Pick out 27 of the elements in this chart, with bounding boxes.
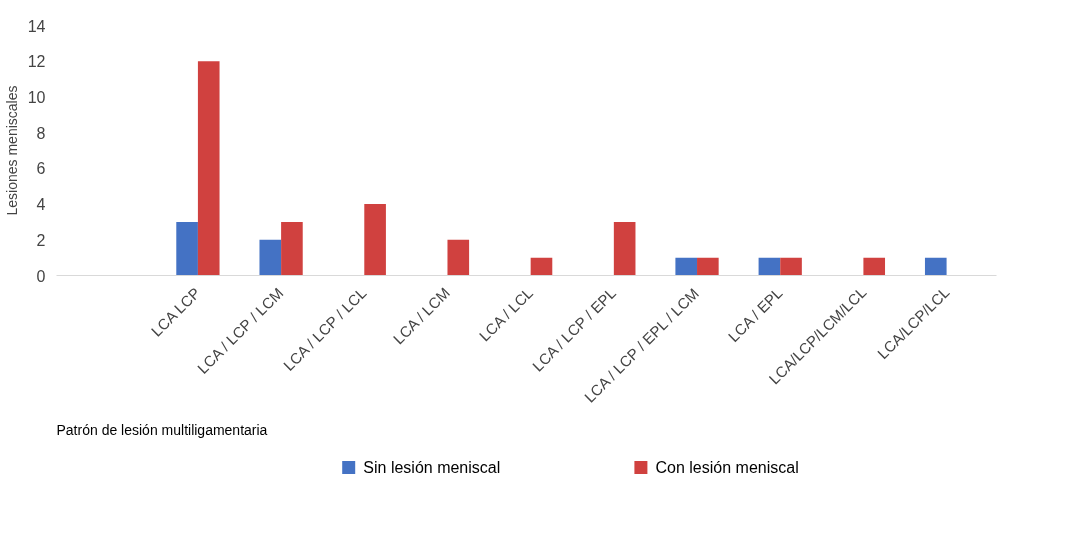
- bar: [613, 221, 636, 276]
- y-tick-label: 14: [27, 17, 46, 35]
- bar: [924, 257, 947, 276]
- bar: [197, 61, 220, 276]
- y-tick-label: 4: [36, 196, 46, 214]
- bar: [758, 257, 781, 276]
- y-axis-title: Lesiones meniscales: [3, 85, 20, 216]
- y-tick-label: 0: [36, 267, 46, 285]
- bar: [364, 204, 386, 276]
- bar: [697, 257, 719, 276]
- y-tick-label: 10: [27, 88, 46, 106]
- x-axis-title: Patrón de lesión multiligamentaria: [56, 421, 268, 438]
- legend-label: Con lesión meniscal: [655, 459, 799, 476]
- bar: [447, 239, 470, 276]
- bar: [259, 239, 282, 276]
- bar: [281, 221, 303, 276]
- y-tick-label: 8: [36, 124, 46, 142]
- y-tick-label: 6: [36, 160, 46, 178]
- x-tick-label: LCA / LCL: [475, 284, 537, 345]
- bar: [675, 257, 698, 276]
- bar: [176, 221, 198, 276]
- bar: [780, 257, 802, 276]
- bar: [863, 257, 886, 276]
- legend-label: Sin lesión meniscal: [363, 459, 501, 476]
- y-tick-label: 2: [36, 231, 46, 249]
- y-tick-label: 12: [27, 53, 46, 71]
- bar: [530, 257, 553, 276]
